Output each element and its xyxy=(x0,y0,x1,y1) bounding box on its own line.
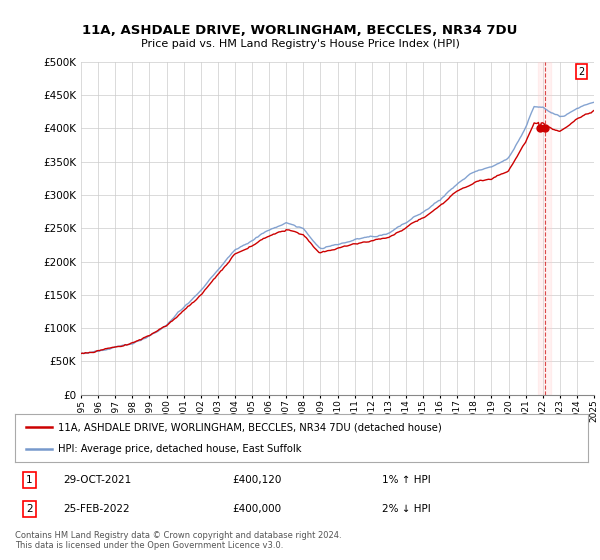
Bar xyxy=(538,62,551,395)
Text: Price paid vs. HM Land Registry's House Price Index (HPI): Price paid vs. HM Land Registry's House … xyxy=(140,39,460,49)
Text: 2: 2 xyxy=(26,504,32,514)
Text: £400,000: £400,000 xyxy=(233,504,282,514)
Text: 25-FEB-2022: 25-FEB-2022 xyxy=(64,504,130,514)
Text: 1: 1 xyxy=(26,475,32,484)
Text: 29-OCT-2021: 29-OCT-2021 xyxy=(64,475,132,484)
Text: Contains HM Land Registry data © Crown copyright and database right 2024.
This d: Contains HM Land Registry data © Crown c… xyxy=(15,531,341,550)
Text: 1% ↑ HPI: 1% ↑ HPI xyxy=(382,475,430,484)
Text: 2: 2 xyxy=(578,67,584,77)
Text: 11A, ASHDALE DRIVE, WORLINGHAM, BECCLES, NR34 7DU (detached house): 11A, ASHDALE DRIVE, WORLINGHAM, BECCLES,… xyxy=(58,422,442,432)
Text: HPI: Average price, detached house, East Suffolk: HPI: Average price, detached house, East… xyxy=(58,444,301,454)
Text: 2% ↓ HPI: 2% ↓ HPI xyxy=(382,504,430,514)
Text: 11A, ASHDALE DRIVE, WORLINGHAM, BECCLES, NR34 7DU: 11A, ASHDALE DRIVE, WORLINGHAM, BECCLES,… xyxy=(82,24,518,38)
Text: £400,120: £400,120 xyxy=(233,475,282,484)
